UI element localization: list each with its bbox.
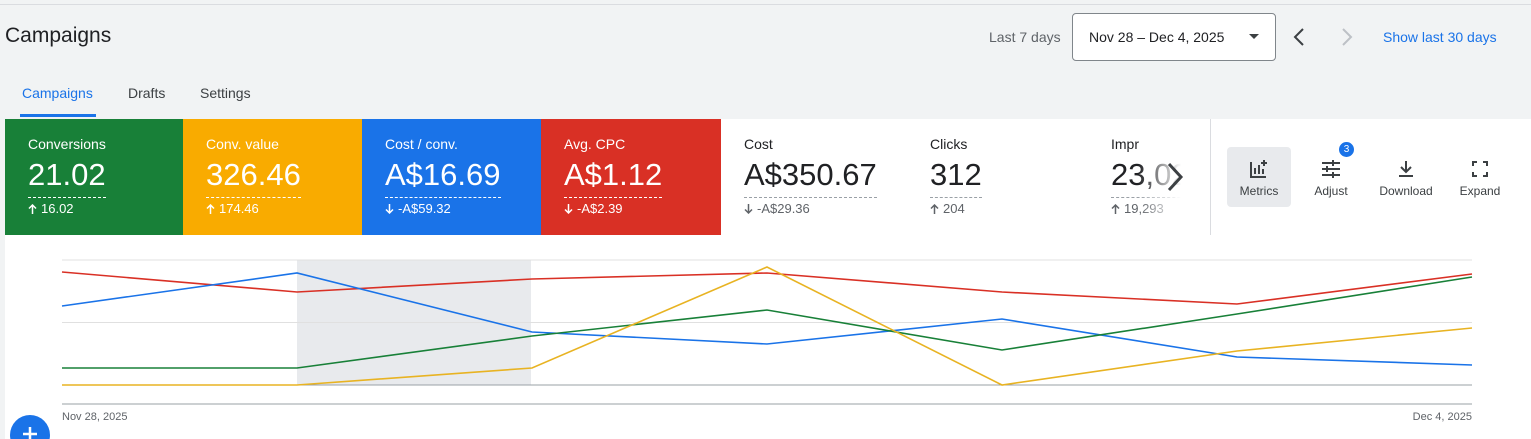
download-button[interactable]: Download — [1374, 147, 1438, 207]
trend-arrow — [930, 203, 939, 214]
metric-change: -A$29.36 — [744, 201, 810, 216]
metric-label: Cost / conv. — [385, 136, 458, 152]
metric-card[interactable]: Cost / conv. A$16.69 -A$59.32 — [362, 119, 542, 235]
trend-arrow-path — [930, 203, 939, 214]
trend-arrow-path — [564, 204, 573, 215]
scroll-right-icon — [1167, 162, 1184, 192]
trend-arrow-path — [28, 203, 37, 214]
expand-icon — [1472, 161, 1488, 177]
trend-arrow — [744, 204, 753, 215]
metric-label: Cost — [744, 136, 773, 152]
trend-arrow — [564, 204, 573, 215]
metric-label: Avg. CPC — [564, 136, 626, 152]
adjust-badge: 3 — [1339, 142, 1354, 157]
prev-button[interactable] — [1292, 27, 1306, 47]
adjust-label: Adjust — [1314, 184, 1348, 198]
metric-change: 204 — [930, 201, 965, 216]
fade — [1138, 119, 1210, 235]
metric-value: 312 — [930, 157, 982, 198]
metric-label: Conv. value — [206, 136, 279, 152]
metric-card[interactable]: Conversions 21.02 16.02 — [5, 119, 184, 235]
metric-value: A$1.12 — [564, 157, 663, 198]
metric-change: 174.46 — [206, 201, 259, 216]
metric-card[interactable]: Conv. value 326.46 174.46 — [183, 119, 363, 235]
metric-change-value: -A$59.32 — [398, 201, 451, 216]
series-line — [62, 266, 1473, 386]
trend-arrow — [28, 203, 37, 214]
x-tick-label: Nov 28, 2025 — [62, 411, 127, 423]
metric-label: Conversions — [28, 136, 106, 152]
trend-arrow-path — [206, 203, 215, 214]
series-line — [61, 272, 1473, 366]
metric-value: 21.02 — [28, 157, 106, 198]
metric-label: Clicks — [930, 136, 968, 152]
metrics-label: Metrics — [1239, 184, 1279, 198]
metric-change: 16.02 — [28, 201, 74, 216]
add-button[interactable] — [10, 413, 50, 439]
metrics-button[interactable]: Metrics — [1227, 147, 1291, 207]
metric-label: Impr — [1111, 136, 1139, 152]
metric-card[interactable]: Cost A$350.67 -A$29.36 — [721, 119, 908, 235]
adjust-button[interactable]: Adjust 3 — [1299, 142, 1363, 207]
show-more-link[interactable]: Show last 30 days — [1383, 29, 1497, 45]
date-dropdown[interactable]: Nov 28 – Dec 4, 2025 — [1072, 13, 1276, 61]
metric-card[interactable]: Impr23,02019,293 — [1088, 119, 1211, 235]
dropdown-icon — [1249, 34, 1259, 39]
x-tick-label: Dec 4, 2025 — [1413, 411, 1472, 423]
metric-card[interactable]: Clicks 312 204 — [907, 119, 1089, 235]
range-label: Last 7 days — [989, 29, 1061, 45]
trend-arrow — [385, 204, 394, 215]
metric-change: -A$59.32 — [385, 201, 451, 216]
expand-label: Expand — [1459, 184, 1501, 198]
trend-arrow — [1111, 203, 1120, 214]
metric-value: A$16.69 — [385, 157, 501, 198]
adjust-icon — [1322, 160, 1340, 178]
tab-indicator — [20, 114, 96, 117]
page-title: Campaigns — [5, 24, 112, 47]
metric-value: 326.46 — [206, 157, 301, 198]
chart: Nov 28, 2025 Dec 4, 2025 — [61, 259, 1473, 423]
download-icon — [1399, 161, 1413, 177]
trend-arrow-path — [1111, 203, 1120, 214]
scroll-right[interactable] — [1165, 162, 1185, 192]
trend-arrow-path — [385, 204, 394, 215]
download-label: Download — [1379, 184, 1433, 198]
metric-card[interactable]: Avg. CPC A$1.12 -A$2.39 — [541, 119, 722, 235]
date-range: Nov 28 – Dec 4, 2025 — [1089, 29, 1225, 45]
next-button[interactable] — [1340, 27, 1354, 47]
metric-change: -A$2.39 — [564, 201, 623, 216]
series-line — [61, 271, 1473, 305]
metrics-icon — [1250, 160, 1267, 178]
top-border — [0, 4, 1531, 5]
tab[interactable]: Settings — [200, 85, 251, 101]
trend-arrow — [206, 203, 215, 214]
metric-change-value: 16.02 — [41, 201, 74, 216]
tab[interactable]: Campaigns — [22, 85, 93, 101]
trend-arrow-path — [744, 204, 753, 215]
metric-change-value: -A$2.39 — [577, 201, 623, 216]
expand-button[interactable]: Expand — [1448, 147, 1512, 207]
metric-change-value: 174.46 — [219, 201, 259, 216]
metric-value: A$350.67 — [744, 157, 877, 198]
metric-change-value: 204 — [943, 201, 965, 216]
metric-change-value: -A$29.36 — [757, 201, 810, 216]
series-line — [62, 276, 1473, 369]
tab[interactable]: Drafts — [128, 85, 166, 101]
